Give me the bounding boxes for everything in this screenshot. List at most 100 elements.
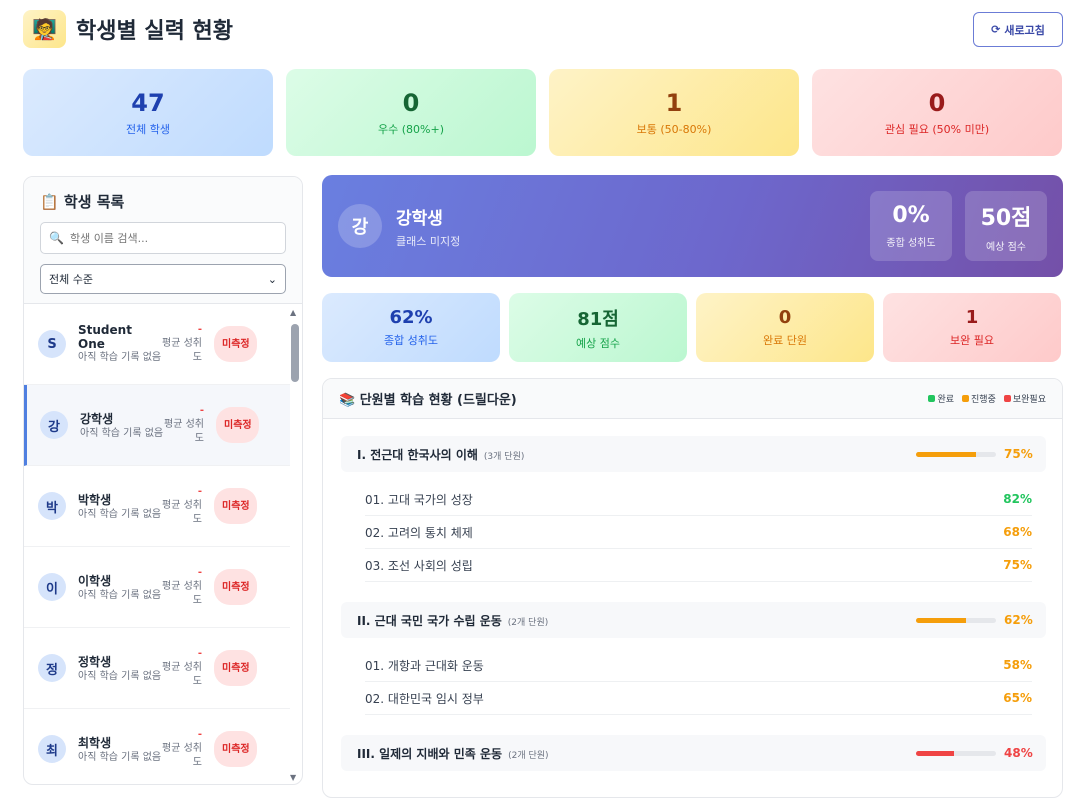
student-list-item[interactable]: 정 정학생 아직 학습 기록 없음 - 평균 성취도 미측정: [24, 628, 290, 709]
stat-label: 종합 성취도: [383, 334, 439, 347]
score-label: 평균 성취도: [162, 581, 202, 606]
student-list-item[interactable]: S Student One 아직 학습 기록 없음 - 평균 성취도 미측정: [24, 304, 290, 385]
mini-stat-needs-review: 1 보완 필요: [883, 293, 1061, 362]
expected-score: 50점 예상 점수: [965, 191, 1047, 261]
unit-name: 01. 고대 국가의 성장: [365, 492, 473, 507]
refresh-button[interactable]: ⟳ 새로고침: [973, 12, 1063, 47]
student-search[interactable]: 🔍: [40, 222, 286, 254]
mini-stat-completed: 0 완료 단원: [696, 293, 874, 362]
unit-name: 03. 조선 사회의 성립: [365, 558, 473, 573]
unit-group-percent: 75%: [1004, 447, 1033, 461]
score-value: -: [199, 405, 204, 416]
stat-label: 전체 학생: [126, 122, 170, 136]
student-list-item[interactable]: 박 박학생 아직 학습 기록 없음 - 평균 성취도 미측정: [24, 466, 290, 547]
stat-value: 0: [778, 307, 792, 328]
legend-label: 보완필요: [1012, 395, 1046, 405]
unit-group-name: II. 근대 국민 국가 수립 운동: [357, 613, 502, 628]
student-score: - 평균 성취도: [162, 566, 202, 608]
progress-bar: [916, 750, 996, 756]
scroll-down-icon[interactable]: ▼: [290, 773, 297, 782]
status-badge: 미측정: [216, 407, 259, 443]
unit-item[interactable]: 02. 대한민국 임시 정부 65%: [365, 682, 1032, 715]
unit-group: III. 일제의 지배와 민족 운동 (2개 단원) 48%: [341, 735, 1046, 771]
avatar: 강: [40, 411, 68, 439]
student-list-item[interactable]: 이 이학생 아직 학습 기록 없음 - 평균 성취도 미측정: [24, 547, 290, 628]
unit-group-title: III. 일제의 지배와 민족 운동 (2개 단원): [357, 745, 549, 762]
avatar: 최: [38, 735, 66, 763]
unit-item[interactable]: 01. 개항과 근대화 운동 58%: [365, 649, 1032, 682]
unit-progress-panel: 📚 단원별 학습 현황 (드릴다운) 완료 진행중 보완필요 I. 전근대 한국사의…: [322, 378, 1063, 798]
student-name: 박학생: [78, 492, 112, 507]
avatar: 강: [338, 204, 382, 248]
score-value: -: [197, 567, 202, 578]
books-icon: 📚: [339, 393, 356, 408]
chevron-down-icon: ⌄: [267, 272, 277, 286]
unit-items: 01. 개항과 근대화 운동 58% 02. 대한민국 임시 정부 65%: [341, 638, 1046, 715]
student-status: 아직 학습 기록 없음: [78, 751, 162, 763]
level-filter-select[interactable]: 전체 수준 ⌄: [40, 264, 286, 294]
unit-group-header[interactable]: III. 일제의 지배와 민족 운동 (2개 단원) 48%: [341, 735, 1046, 771]
stat-value: 81점: [577, 308, 619, 330]
student-list-title: 📋 학생 목록: [40, 191, 286, 212]
legend-swatch: [928, 395, 936, 402]
score-label: 평균 성취도: [162, 662, 202, 687]
stat-total: 47 전체 학생: [23, 69, 273, 156]
student-search-input[interactable]: [69, 231, 270, 245]
legend-swatch: [962, 395, 970, 402]
student-list-title-text: 학생 목록: [63, 193, 125, 211]
student-name: 정학생: [78, 654, 112, 669]
clipboard-icon: 📋: [40, 193, 59, 211]
teacher-icon: 🧑‍🏫: [23, 10, 66, 48]
unit-name: 02. 대한민국 임시 정부: [365, 691, 484, 706]
box-label: 종합 성취도: [886, 238, 936, 249]
stat-label: 완료 단원: [763, 334, 807, 347]
scroll-up-icon[interactable]: ▲: [290, 308, 297, 317]
unit-group-title: I. 전근대 한국사의 이해 (3개 단원): [357, 446, 524, 463]
legend-item: 보완필요: [1003, 392, 1046, 405]
stat-label: 우수 (80%+): [378, 122, 444, 136]
scrollbar-thumb[interactable]: [291, 324, 299, 382]
stat-attention: 0 관심 필요 (50% 미만): [812, 69, 1062, 156]
legend-item: 완료: [928, 392, 954, 405]
unit-group-progress: 48%: [916, 746, 1033, 760]
unit-progress-title: 📚 단원별 학습 현황 (드릴다운): [339, 389, 517, 408]
avatar: 정: [38, 654, 66, 682]
score-value: -: [197, 324, 202, 335]
search-icon: 🔍: [49, 231, 64, 245]
avatar: 박: [38, 492, 66, 520]
stat-label: 예상 점수: [576, 336, 620, 350]
student-list-item[interactable]: 최 최학생 아직 학습 기록 없음 - 평균 성취도 미측정: [24, 709, 290, 784]
score-value: -: [197, 729, 202, 740]
score-label: 평균 성취도: [162, 743, 202, 768]
unit-item[interactable]: 02. 고려의 통치 체제 68%: [365, 516, 1032, 549]
avatar: S: [38, 330, 66, 358]
unit-group-count: (2개 단원): [507, 617, 549, 628]
unit-group-header[interactable]: I. 전근대 한국사의 이해 (3개 단원) 75%: [341, 436, 1046, 472]
stat-value: 0: [928, 88, 946, 117]
stat-value: 47: [131, 88, 165, 117]
student-list: S Student One 아직 학습 기록 없음 - 평균 성취도 미측정 강 강학생 아직 …: [24, 304, 302, 784]
status-badge: 미측정: [214, 326, 257, 362]
refresh-icon: ⟳: [991, 23, 1001, 36]
unit-group-percent: 48%: [1004, 746, 1033, 760]
stat-label: 관심 필요 (50% 미만): [884, 122, 990, 136]
selected-student-name: 강학생: [396, 208, 443, 229]
unit-item[interactable]: 03. 조선 사회의 성립 75%: [365, 549, 1032, 582]
unit-group-count: (3개 단원): [483, 451, 525, 462]
unit-group-header[interactable]: II. 근대 국민 국가 수립 운동 (2개 단원) 62%: [341, 602, 1046, 638]
status-badge: 미측정: [214, 731, 257, 767]
unit-percent: 82%: [1003, 492, 1032, 506]
student-score: - 평균 성취도: [162, 647, 202, 689]
unit-item[interactable]: 01. 고대 국가의 성장 82%: [365, 483, 1032, 516]
student-list-item[interactable]: 강 강학생 아직 학습 기록 없음 - 평균 성취도 미측정: [24, 385, 290, 466]
student-info: 박학생 아직 학습 기록 없음: [78, 491, 162, 522]
score-value: -: [197, 648, 202, 659]
overall-achievement: 0% 종합 성취도: [870, 191, 952, 261]
score-value: -: [197, 486, 202, 497]
status-badge: 미측정: [214, 650, 257, 686]
unit-group: I. 전근대 한국사의 이해 (3개 단원) 75% 01. 고대 국가의 성장 82%…: [341, 436, 1046, 582]
scrollbar[interactable]: ▲ ▼: [290, 308, 300, 782]
selected-student-card: 강 강학생 클래스 미지정 0% 종합 성취도 50점 예상 점수: [322, 175, 1063, 277]
student-status: 아직 학습 기록 없음: [80, 427, 164, 439]
